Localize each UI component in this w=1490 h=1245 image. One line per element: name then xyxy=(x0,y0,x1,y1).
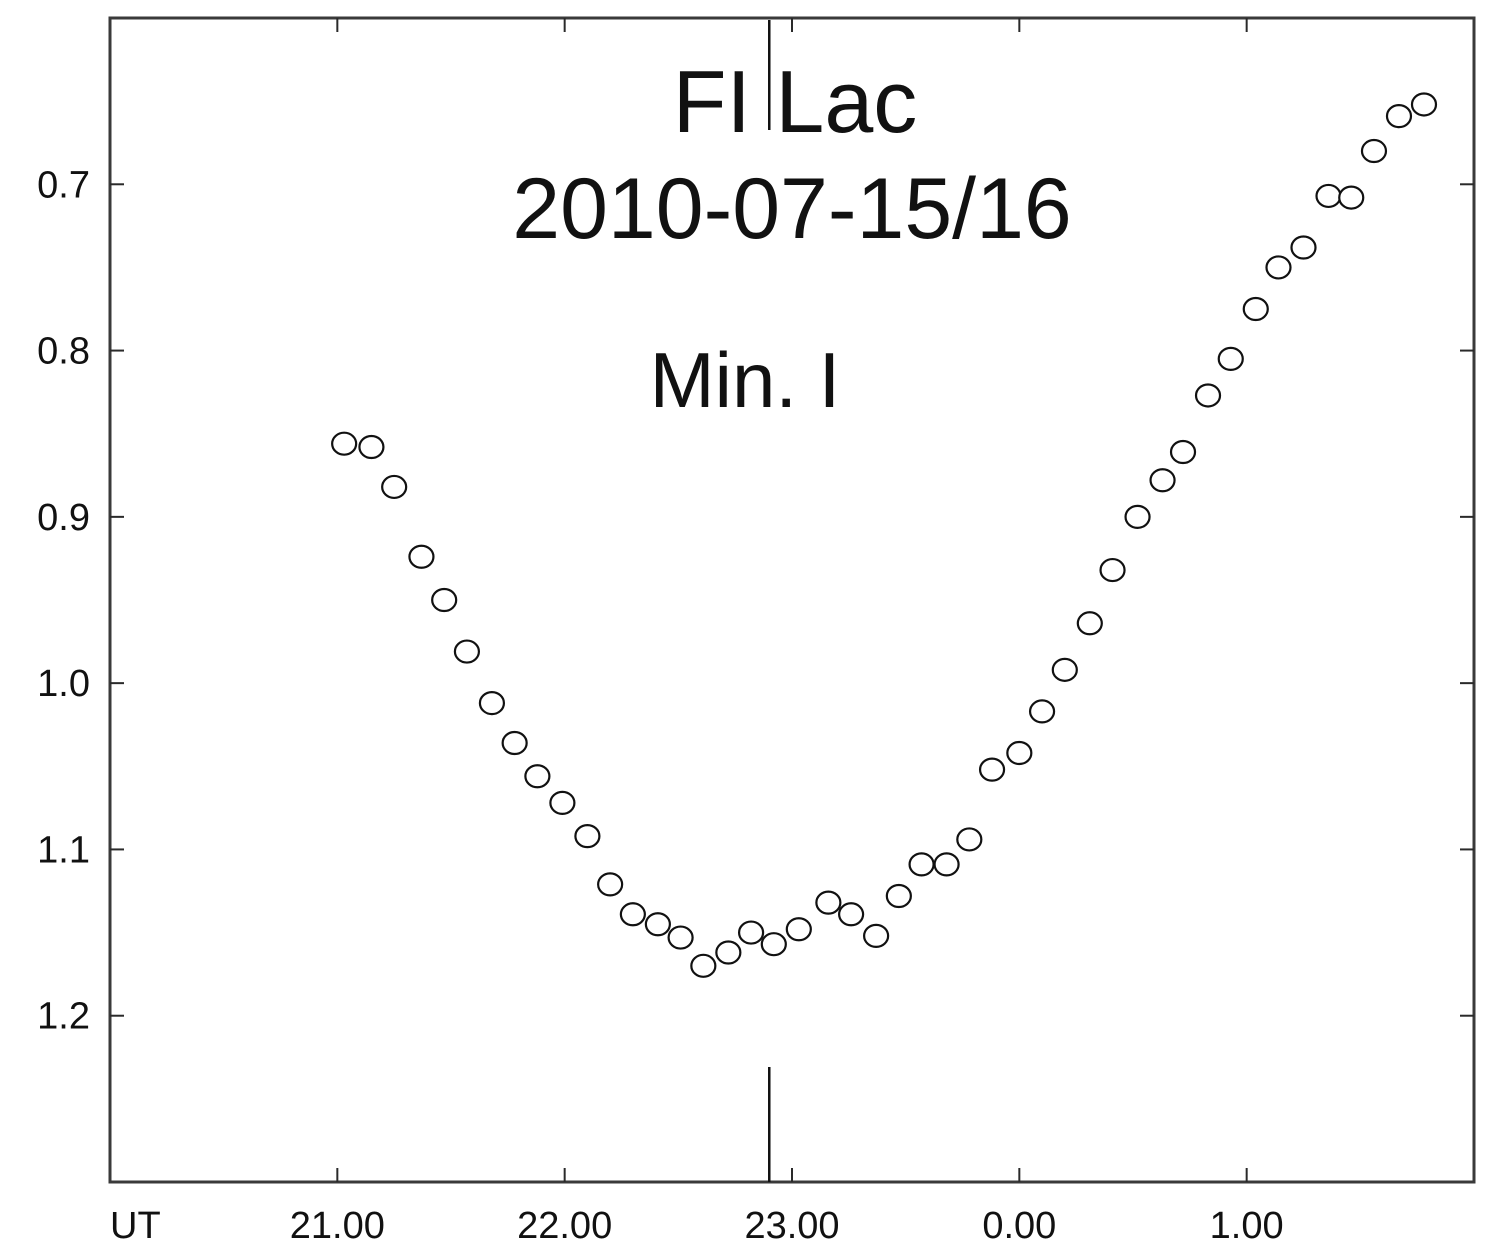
data-point xyxy=(1265,255,1292,280)
data-point xyxy=(1385,104,1413,129)
data-point xyxy=(885,883,912,909)
data-point xyxy=(1194,383,1222,408)
data-point xyxy=(1315,183,1342,209)
data-point xyxy=(1217,346,1244,371)
chart-subtitle: 2010-07-15/16 xyxy=(512,161,1071,257)
y-tick-label: 1.1 xyxy=(37,829,90,871)
x-axis-label: UT xyxy=(110,1205,161,1245)
data-point xyxy=(737,920,765,945)
y-tick-label: 1.0 xyxy=(37,663,90,705)
data-point xyxy=(478,690,506,716)
data-point xyxy=(453,639,481,664)
x-tick-label: 1.00 xyxy=(1210,1205,1284,1245)
data-point xyxy=(358,434,385,460)
data-point xyxy=(785,917,812,942)
data-point xyxy=(524,764,551,789)
x-tick-label: 0.00 xyxy=(982,1205,1056,1245)
data-point xyxy=(1149,468,1176,493)
data-point xyxy=(978,757,1006,782)
data-point xyxy=(1360,138,1388,164)
data-point xyxy=(597,872,624,897)
x-tick-label: 23.00 xyxy=(744,1205,839,1245)
data-point xyxy=(815,890,842,915)
data-point xyxy=(760,932,787,957)
y-tick-label: 1.2 xyxy=(37,996,90,1038)
data-point xyxy=(838,902,865,927)
data-point xyxy=(619,902,646,927)
data-point xyxy=(1006,740,1033,766)
data-point xyxy=(574,824,601,849)
data-point xyxy=(1169,439,1197,465)
x-tick-label: 21.00 xyxy=(290,1205,385,1245)
data-point xyxy=(863,923,890,948)
data-point xyxy=(667,925,694,950)
y-tick-label: 0.9 xyxy=(37,497,90,539)
data-points xyxy=(331,92,1438,978)
x-tick-label: 22.00 xyxy=(517,1205,612,1245)
data-point xyxy=(1410,92,1438,117)
data-point xyxy=(549,790,576,815)
minimum-annotation: Min. I xyxy=(650,336,841,424)
data-point xyxy=(1099,557,1126,583)
data-point xyxy=(933,852,960,877)
data-point xyxy=(408,544,435,569)
data-point xyxy=(908,852,935,877)
y-axis-tick-labels: 0.7 0.8 0.9 1.0 1.1 1.2 xyxy=(37,164,90,1037)
y-tick-label: 0.7 xyxy=(37,164,90,206)
data-point xyxy=(1124,504,1151,529)
y-tick-label: 0.8 xyxy=(37,331,90,373)
data-point xyxy=(956,827,983,852)
data-point xyxy=(431,587,458,613)
data-point xyxy=(1051,657,1078,682)
data-point xyxy=(1076,611,1103,636)
data-point xyxy=(1290,235,1317,260)
data-point xyxy=(501,730,528,756)
data-point xyxy=(381,474,408,500)
data-point xyxy=(644,912,671,937)
data-point xyxy=(1028,699,1056,724)
data-point xyxy=(331,431,358,456)
chart-title: FI Lac xyxy=(673,52,918,151)
x-axis-tick-labels: 21.00 22.00 23.00 0.00 1.00 xyxy=(290,1205,1284,1245)
data-point xyxy=(690,953,717,978)
data-point xyxy=(1242,296,1269,322)
data-point xyxy=(1338,185,1365,210)
data-point xyxy=(715,940,742,965)
axis-ticks xyxy=(110,18,1474,1182)
